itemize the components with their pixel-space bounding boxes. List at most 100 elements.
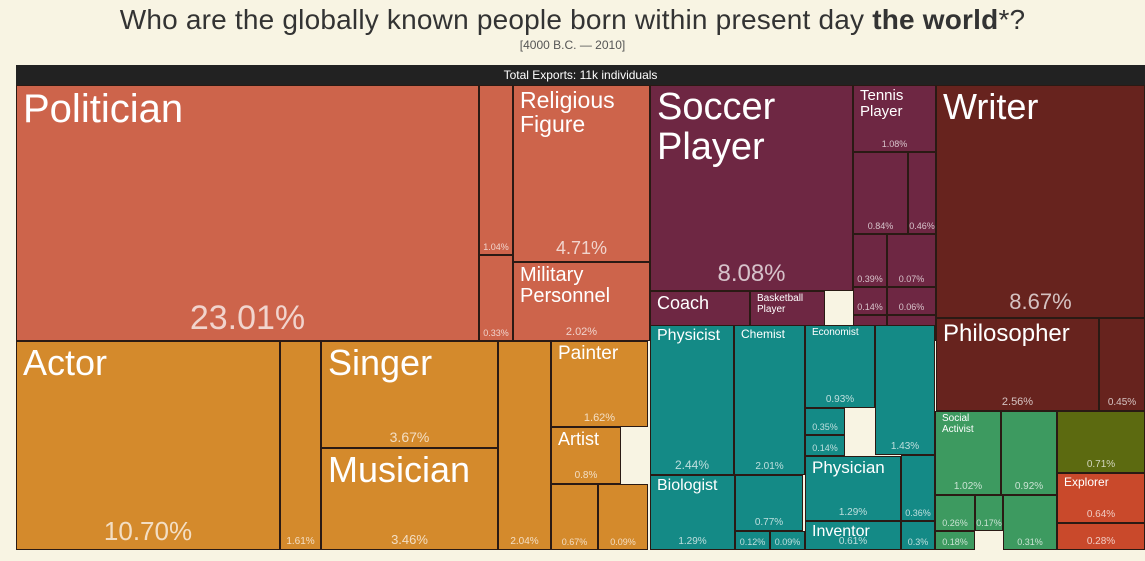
cell-percentage: 0.39% (857, 274, 883, 284)
cell-label: Musician (328, 449, 471, 490)
cell-percentage: 1.08% (881, 139, 908, 149)
cell-percentage: 0.8% (574, 470, 598, 481)
cell-label: Chemist (741, 327, 786, 341)
cell-percentage: 2.01% (755, 461, 784, 472)
cell-label: Social Activist (942, 413, 974, 435)
cell-label: Philosopher (943, 320, 1070, 347)
treemap-cell-inventor[interactable]: Inventor 0.61% (805, 521, 901, 550)
cell-percentage: 0.3% (907, 537, 929, 547)
cell-percentage: 0.18% (942, 537, 968, 547)
treemap-cell-writer[interactable]: Writer 8.67% (936, 85, 1145, 318)
cell-percentage: 0.64% (1086, 509, 1116, 520)
cell-percentage: 0.46% (909, 221, 935, 231)
cell-percentage: 0.09% (774, 537, 801, 547)
cell-percentage: 1.43% (890, 441, 920, 452)
total-exports-bar: Total Exports: 11k individuals (16, 65, 1145, 85)
treemap-cell-8[interactable]: 0.46% (908, 152, 936, 234)
treemap: Politician 23.01% 1.04% 0.33% Religious Figu… (16, 85, 1145, 550)
cell-percentage: 2.44% (674, 458, 710, 472)
chart-title: Who are the globally known people born w… (0, 4, 1145, 36)
cell-percentage: 0.12% (739, 537, 766, 547)
treemap-cell-34[interactable]: 1.43% (875, 325, 935, 455)
treemap-cell-explorer[interactable]: Explorer 0.64% (1057, 473, 1145, 523)
cell-percentage: 0.09% (610, 537, 636, 547)
treemap-cell-2[interactable]: 0.33% (479, 255, 513, 341)
treemap-cell-actor[interactable]: Actor 10.70% (16, 341, 280, 550)
cell-label: Tennis Player (860, 87, 904, 120)
treemap-cell-chemist[interactable]: Chemist 2.01% (734, 325, 805, 475)
treemap-cell-36[interactable]: 0.36% (901, 455, 935, 521)
cell-percentage: 8.08% (717, 260, 786, 287)
treemap-cell-28[interactable]: 0.09% (598, 484, 648, 550)
cell-percentage: 1.29% (838, 507, 868, 518)
treemap-cell-philosopher[interactable]: Philosopher 2.56% (936, 318, 1099, 411)
cell-percentage: 0.17% (976, 518, 1002, 528)
treemap-cell-physicist[interactable]: Physicist 2.44% (650, 325, 734, 475)
treemap-cell-tennis-player[interactable]: Tennis Player 1.08% (853, 85, 936, 152)
treemap-cell-physician[interactable]: Physician 1.29% (805, 456, 901, 521)
cell-label: Painter (558, 343, 619, 364)
treemap-cell-9[interactable]: 0.39% (853, 234, 887, 287)
cell-percentage: 1.04% (483, 242, 509, 252)
treemap-cell-biologist[interactable]: Biologist 1.29% (650, 475, 735, 550)
chart-subtitle: [4000 B.C. — 2010] (519, 38, 626, 52)
treemap-cell-38[interactable]: 0.77% (735, 475, 803, 531)
cell-label: Singer (328, 342, 433, 383)
cell-label: Biologist (657, 477, 718, 494)
cell-percentage: 0.33% (483, 328, 509, 338)
cell-percentage: 0.67% (561, 537, 588, 547)
treemap-cell-social-activist[interactable]: Social Activist 1.02% (935, 411, 1001, 495)
treemap-cell-19[interactable]: 0.45% (1099, 318, 1145, 411)
treemap-cell-religious-figure[interactable]: Religious Figure 4.71% (513, 85, 650, 262)
cell-percentage: 0.14% (857, 302, 883, 312)
cell-percentage: 0.14% (812, 443, 838, 453)
treemap-cell-47[interactable]: 0.31% (1003, 495, 1057, 550)
treemap-cell-military-personnel[interactable]: Military Personnel 2.02% (513, 262, 650, 341)
cell-label: Writer (943, 86, 1039, 127)
treemap-cell-politician[interactable]: Politician 23.01% (16, 85, 479, 341)
cell-label: Soccer Player (657, 86, 776, 168)
treemap-cell-33[interactable]: 0.14% (805, 435, 845, 456)
cell-label: Inventor (812, 523, 870, 540)
treemap-cell-44[interactable]: 0.92% (1001, 411, 1057, 495)
treemap-cell-42[interactable]: 0.3% (901, 521, 935, 550)
treemap-cell-51[interactable]: 0.28% (1057, 523, 1145, 550)
cell-percentage: 0.36% (905, 508, 931, 518)
treemap-cell-32[interactable]: 0.35% (805, 408, 845, 435)
treemap-cell-12[interactable]: 0.06% (887, 287, 936, 315)
treemap-cell-45[interactable]: 0.26% (935, 495, 975, 531)
cell-percentage: 0.26% (942, 518, 968, 528)
cell-label: Basketball Player (757, 293, 804, 315)
cell-percentage: 2.02% (565, 326, 598, 338)
treemap-cell-49[interactable]: 0.71% (1057, 411, 1145, 473)
treemap-cell-11[interactable]: 0.07% (887, 234, 936, 287)
treemap-cell-46[interactable]: 0.17% (975, 495, 1003, 531)
treemap-cell-24[interactable]: 2.04% (498, 341, 551, 550)
treemap-cell-40[interactable]: 0.09% (770, 531, 805, 550)
cell-label: Explorer (1064, 475, 1109, 489)
cell-label: Artist (558, 429, 600, 449)
treemap-cell-soccer-player[interactable]: Soccer Player 8.08% (650, 85, 853, 291)
treemap-cell-10[interactable]: 0.14% (853, 287, 887, 315)
cell-percentage: 0.77% (754, 517, 784, 528)
treemap-cell-painter[interactable]: Painter 1.62% (551, 341, 648, 427)
cell-percentage: 0.92% (1014, 481, 1044, 492)
cell-percentage: 0.31% (1017, 537, 1043, 547)
cell-label: Military Personnel (520, 264, 611, 307)
treemap-cell-economist[interactable]: Economist 0.93% (805, 325, 875, 408)
treemap-cell-musician[interactable]: Musician 3.46% (321, 448, 498, 550)
treemap-cell-21[interactable]: 1.61% (280, 341, 321, 550)
cell-percentage: 10.70% (103, 516, 193, 546)
cell-percentage: 3.46% (391, 532, 428, 547)
treemap-cell-48[interactable]: 0.18% (935, 531, 975, 550)
treemap-cell-1[interactable]: 1.04% (479, 85, 513, 255)
treemap-cell-39[interactable]: 0.12% (735, 531, 770, 550)
cell-percentage: 8.67% (1009, 289, 1072, 314)
cell-percentage: 0.06% (898, 302, 925, 312)
treemap-cell-artist[interactable]: Artist 0.8% (551, 427, 621, 484)
treemap-cell-7[interactable]: 0.84% (853, 152, 908, 234)
chart-title-bold: the world (872, 4, 999, 35)
treemap-cell-27[interactable]: 0.67% (551, 484, 598, 550)
treemap-cell-singer[interactable]: Singer 3.67% (321, 341, 498, 448)
cell-percentage: 2.04% (510, 536, 539, 547)
